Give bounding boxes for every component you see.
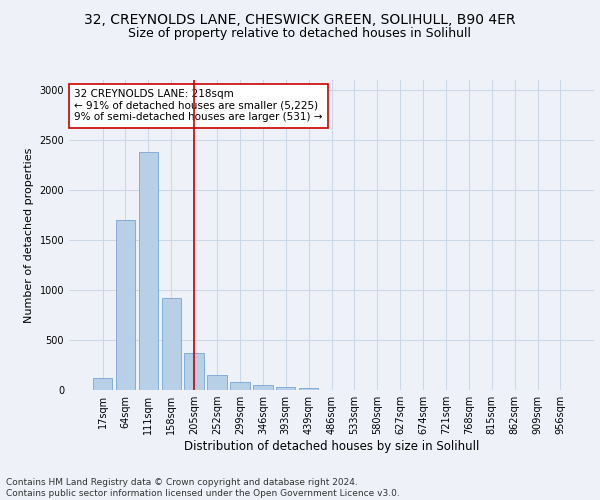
Text: 32, CREYNOLDS LANE, CHESWICK GREEN, SOLIHULL, B90 4ER: 32, CREYNOLDS LANE, CHESWICK GREEN, SOLI… [84,12,516,26]
Text: Size of property relative to detached houses in Solihull: Size of property relative to detached ho… [128,28,472,40]
Bar [276,386,295,390]
Text: 32 CREYNOLDS LANE: 218sqm
← 91% of detached houses are smaller (5,225)
9% of sem: 32 CREYNOLDS LANE: 218sqm ← 91% of detac… [74,90,323,122]
Bar [230,382,250,390]
Bar [184,353,204,390]
Bar [161,298,181,390]
Text: Contains HM Land Registry data © Crown copyright and database right 2024.
Contai: Contains HM Land Registry data © Crown c… [6,478,400,498]
Bar [139,152,158,390]
Bar [253,384,272,390]
Bar [116,220,135,390]
Bar [299,388,319,390]
Bar [93,378,112,390]
Bar [208,374,227,390]
X-axis label: Distribution of detached houses by size in Solihull: Distribution of detached houses by size … [184,440,479,453]
Y-axis label: Number of detached properties: Number of detached properties [24,148,34,322]
